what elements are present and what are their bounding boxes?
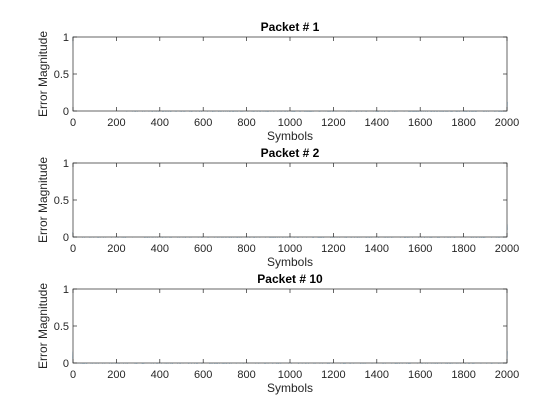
x-tick-label: 600 bbox=[194, 369, 212, 381]
x-axis-label: Symbols bbox=[267, 381, 313, 395]
x-tick-label: 0 bbox=[70, 243, 76, 255]
y-axis-label: Error Magnitude bbox=[36, 31, 50, 117]
x-tick-label: 1000 bbox=[278, 117, 302, 129]
x-tick-label: 1800 bbox=[451, 117, 475, 129]
x-axis-label: Symbols bbox=[267, 255, 313, 269]
x-axis-label: Symbols bbox=[267, 129, 313, 143]
y-tick-label: 0.5 bbox=[54, 321, 69, 333]
subplot-3: 0 200 400 600 800 1000 1200 1400 1600 1800 2000 0 0.… bbox=[36, 272, 519, 395]
x-tick-label: 1200 bbox=[321, 369, 345, 381]
x-tick-label: 800 bbox=[237, 369, 255, 381]
x-tick-label: 1000 bbox=[278, 369, 302, 381]
x-tick-label: 800 bbox=[237, 117, 255, 129]
x-tick-label: 2000 bbox=[495, 243, 519, 255]
x-tick-label: 0 bbox=[70, 369, 76, 381]
y-tick-label: 0 bbox=[63, 358, 69, 370]
x-tick-label: 1600 bbox=[408, 243, 432, 255]
x-tick-label: 1000 bbox=[278, 243, 302, 255]
x-tick-label: 0 bbox=[70, 117, 76, 129]
x-tick-label: 400 bbox=[151, 369, 169, 381]
x-tick-label: 400 bbox=[151, 243, 169, 255]
y-tick-label: 0.5 bbox=[54, 195, 69, 207]
x-tick-label: 1200 bbox=[321, 243, 345, 255]
axes-frame bbox=[72, 162, 508, 238]
x-tick-label: 1600 bbox=[408, 369, 432, 381]
x-tick-label: 1800 bbox=[451, 369, 475, 381]
x-tick-label: 2000 bbox=[495, 117, 519, 129]
y-tick-label: 1 bbox=[63, 284, 69, 296]
x-tick-label: 2000 bbox=[495, 369, 519, 381]
y-axis-label: Error Magnitude bbox=[36, 283, 50, 369]
x-tick-label: 800 bbox=[237, 243, 255, 255]
y-tick-label: 0 bbox=[63, 232, 69, 244]
x-tick-label: 1800 bbox=[451, 243, 475, 255]
x-tick-label: 600 bbox=[194, 117, 212, 129]
subplot-title: Packet # 2 bbox=[261, 146, 320, 160]
x-tick-label: 1400 bbox=[365, 243, 389, 255]
y-tick-label: 0.5 bbox=[54, 69, 69, 81]
y-tick-label: 1 bbox=[63, 32, 69, 44]
axes-frame bbox=[72, 288, 508, 364]
x-tick-label: 600 bbox=[194, 243, 212, 255]
x-tick-label: 1400 bbox=[365, 117, 389, 129]
axes-frame bbox=[72, 36, 508, 112]
subplot-title: Packet # 1 bbox=[261, 20, 320, 34]
y-axis-label: Error Magnitude bbox=[36, 157, 50, 243]
x-tick-label: 200 bbox=[107, 369, 125, 381]
subplot-2: 0 200 400 600 800 1000 1200 1400 1600 1800 2000 0 0.… bbox=[36, 146, 519, 269]
x-tick-label: 1400 bbox=[365, 369, 389, 381]
x-tick-label: 1600 bbox=[408, 117, 432, 129]
y-tick-label: 1 bbox=[63, 158, 69, 170]
y-tick-label: 0 bbox=[63, 106, 69, 118]
x-tick-label: 400 bbox=[151, 117, 169, 129]
x-tick-label: 200 bbox=[107, 243, 125, 255]
subplot-title: Packet # 10 bbox=[257, 272, 323, 286]
x-tick-label: 1200 bbox=[321, 117, 345, 129]
x-tick-label: 200 bbox=[107, 117, 125, 129]
subplot-1: 0 200 400 600 800 1000 1200 1400 1600 1800 2000 0 0.… bbox=[36, 20, 519, 143]
